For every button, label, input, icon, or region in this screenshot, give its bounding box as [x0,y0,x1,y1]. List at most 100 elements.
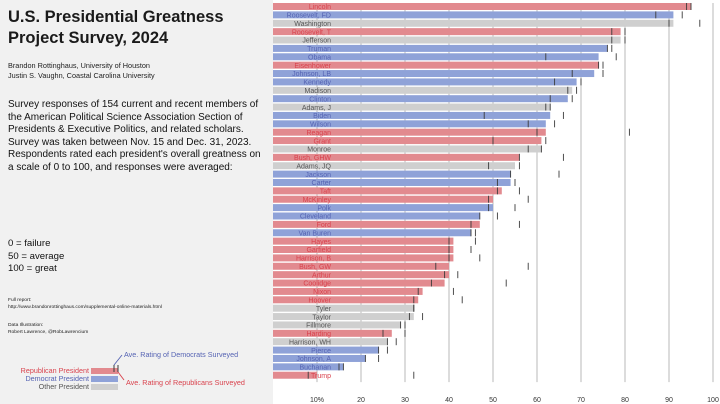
bar-roosevelt-fd [273,11,674,19]
report-label: Full report: [8,298,32,303]
x-tick-label: 10% [310,397,324,404]
president-label: Madison [305,88,332,95]
bar-buchanan [273,363,344,371]
report-link[interactable]: http://www.brandonrottinghaus.com/supple… [8,304,162,310]
legend-label-other: Other President [39,382,89,391]
bar-fillmore [273,321,401,329]
president-label: Nixon [313,289,331,296]
president-label: Lincoln [309,4,331,11]
bar-adams-j [273,103,551,111]
president-label: Jackson [305,172,331,179]
credits-info: Data Illustration: Robert Lawrence, @Rob… [8,323,88,336]
bar-jefferson [273,36,621,44]
bar-taft [273,187,502,195]
x-tick-label: 70 [577,397,585,404]
bar-carter [273,178,511,186]
president-label: Bush, GW [299,264,331,271]
bar-harrison-wh [273,338,388,346]
bar-mckinley [273,195,493,203]
bar-ford [273,220,480,228]
president-label: Eisenhower [294,63,331,70]
bar-eisenhower [273,61,599,69]
x-tick-label: 60 [533,397,541,404]
bar-jackson [273,170,511,178]
bar-johnson-a [273,354,366,362]
bar-garfield [273,246,454,254]
president-label: Hoover [308,298,331,305]
president-label: Pierce [311,348,331,355]
x-axis: 10% 20 30 40 50 60 70 80 90 100 [310,397,719,404]
legend-swatch-democrat [91,376,118,382]
president-label: Ford [317,222,332,229]
bar-madison [273,86,573,94]
bar-coolidge [273,279,445,287]
bar-trump [273,371,317,379]
legend-label-rep-avg: Ave. Rating of Republicans Surveyed [126,378,245,387]
president-label: Jefferson [302,38,331,45]
legend-rep-avg-leader [117,371,125,381]
bar-polk [273,204,493,212]
president-label: McKinley [303,197,332,204]
president-label: Harding [306,331,331,338]
president-label: Reagan [306,130,331,137]
legend-dem-avg-leader [113,354,123,366]
bar-taylor [273,313,414,321]
survey-description: Survey responses of 154 current and rece… [8,99,261,173]
president-label: Bush, GHW [294,155,331,162]
president-label: Polk [317,205,331,212]
president-label: Wilson [310,122,331,129]
credits-label: Data Illustration: [8,323,44,328]
x-tick-label: 40 [445,397,453,404]
president-label: Taft [320,189,331,196]
bar-cleveland [273,212,480,220]
bar-arthur [273,271,449,279]
president-label: Hayes [311,239,331,246]
bar-bush-gw [273,262,449,270]
president-label: Harrison, WH [289,339,331,346]
president-label: Van Buren [298,230,331,237]
title-line-2: Project Survey, 2024 [8,29,169,47]
legend: Republican President Democrat President … [21,350,245,391]
bar-washington [273,19,674,27]
bar-biden [273,111,551,119]
president-label: Harrison, B [296,256,331,263]
legend-label-democrat: Democrat President [25,374,89,383]
page-title: U.S. Presidential Greatness Project Surv… [8,7,270,49]
bar-van-buren [273,229,471,237]
president-labels: Lincoln Roosevelt, FDWashingtonRoosevelt,… [287,4,332,380]
president-label: Roosevelt, FD [287,13,331,20]
x-tick-label: 90 [665,397,673,404]
bar-harrison-b [273,254,454,262]
report-info: Full report: http://www.brandonrottingha… [8,298,162,311]
bar-hayes [273,237,454,245]
president-label: Kennedy [303,80,331,87]
bar-harding [273,329,392,337]
scale-great: 100 = great [8,263,57,275]
bar-pierce [273,346,379,354]
bar-kennedy [273,78,577,86]
bar-hoover [273,296,419,304]
bar-grant [273,137,542,145]
x-tick-label: 100 [707,397,719,404]
legend-label-republican: Republican President [21,366,89,375]
credits-name: Robert Lawrence, @RobLawrencium [8,329,89,335]
bar-bush-ghw [273,153,520,161]
president-label: Adams, J [302,105,331,112]
x-tick-label: 20 [357,397,365,404]
president-label: Cleveland [300,214,331,221]
president-label: Arthur [312,272,332,279]
president-label: Johnson, LB [292,71,331,78]
legend-swatch-republican [91,368,118,374]
bar-truman [273,44,608,52]
bar-nixon [273,287,423,295]
president-label: Truman [307,46,331,53]
president-label: Roosevelt, T [292,29,332,36]
author-1: Brandon Rottinghaus, University of Houst… [8,61,150,70]
info-panel: U.S. Presidential Greatness Project Surv… [0,0,273,404]
president-label: Washington [294,21,331,28]
president-label: Coolidge [303,281,331,288]
president-label: Biden [313,113,331,120]
bar-johnson-lb [273,70,595,78]
bars [273,3,691,379]
